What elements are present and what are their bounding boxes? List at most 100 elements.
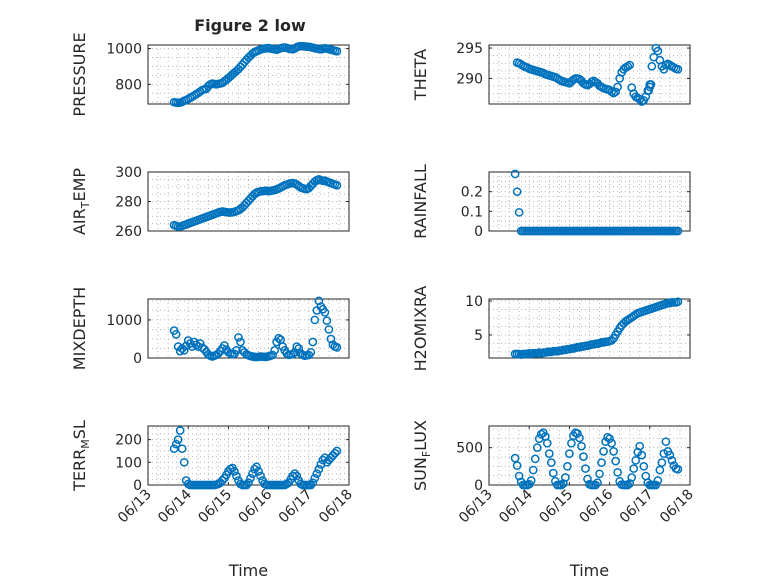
data-point-terr-msl [171,439,181,449]
y-tick-label: 300 [115,165,142,181]
axes-box [147,44,350,105]
data-point-mixdepth [320,307,330,317]
data-point-theta [613,82,622,92]
data-point-sun-flux [577,441,586,451]
y-tick-label: 500 [456,441,483,457]
data-point-sun-flux [575,433,584,443]
data-point-sun-flux [561,473,570,482]
data-point-mixdepth [294,344,304,353]
data-point-sun-flux [635,441,645,451]
y-tick-label: 0 [474,224,483,240]
data-point-air-temp [332,180,342,190]
y-axis-label: THETA [411,49,430,101]
data-point-sun-flux [611,456,620,466]
data-point-mixdepth [187,342,197,351]
data-point-terr-msl [256,471,265,481]
data-point-h2o-mixratio [673,297,683,307]
data-point-mixdepth [268,350,277,360]
data-point-rainfall [514,207,524,217]
data-point-mixdepth [236,337,245,347]
y-tick-label: 100 [115,455,142,471]
data-point-mixdepth [173,342,183,351]
data-point-mixdepth [274,333,283,343]
y-tick-label: 290 [456,71,483,87]
subplot-mixdepth: 0 1000 MIXDEPTH [70,287,350,370]
data-point-mixdepth [270,346,279,355]
data-point-terr-msl [292,471,302,481]
data-point-mixdepth [288,349,298,359]
data-point-theta [647,61,657,71]
axes-box [488,44,691,105]
y-axis-label: AIRTEMP [70,168,92,235]
data-point-sun-flux [579,452,588,461]
y-tick-label: 1000 [106,42,142,58]
data-point-sun-flux [639,461,649,471]
data-point-rainfall [512,187,522,197]
data-point-sun-flux [631,456,641,465]
y-tick-label: 260 [115,224,142,240]
data-point-sun-flux [651,480,661,490]
subplot-pressure: 800 1000 PRESSURE [70,32,350,117]
data-point-rainfall [673,226,683,236]
y-axis-label: MIXDEPTH [70,287,89,370]
data-point-terr-msl [173,435,183,444]
y-axis-label: PRESSURE [70,32,89,116]
data-point-terr-msl [252,462,261,472]
data-point-sun-flux [591,480,600,490]
data-point-sun-flux [655,465,665,475]
data-point-sun-flux [548,468,558,478]
data-point-terr-msl [254,467,263,476]
data-point-pressure [332,46,342,56]
y-tick-label: 0.1 [461,204,483,220]
data-point-h2o-mixratio [607,336,616,345]
data-point-terr-msl [306,480,316,490]
data-point-sun-flux [573,429,582,438]
figure-title: Figure 2 low [194,16,306,35]
data-point-sun-flux [599,447,608,456]
y-tick-label: 0.2 [461,185,483,201]
y-tick-label: 5 [474,328,483,344]
data-point-sun-flux [567,438,576,448]
subplot-theta: 290 295 THETA [411,41,691,106]
data-point-sun-flux [603,432,612,442]
data-point-sun-flux [623,480,633,490]
data-point-sun-flux [530,454,540,464]
y-axis-label: SUNFLUX [411,420,433,491]
data-point-sun-flux [667,456,677,465]
y-axis-label: RAINFALL [411,164,430,239]
subplot-rainfall: 0 0.1 0.2 RAINFALL [411,164,691,240]
data-point-sun-flux [510,453,520,463]
data-point-sun-flux [581,464,590,473]
data-point-sun-flux [661,437,671,447]
data-point-mixdepth [195,339,205,348]
data-point-sun-flux [637,450,647,460]
data-point-mixdepth [179,346,189,355]
data-point-terr-msl [308,478,318,488]
data-point-terr-msl [169,444,179,454]
data-point-terr-msl [312,469,322,479]
y-axis-label: H2OMIXRA [411,286,430,372]
data-point-sun-flux [609,447,618,456]
data-point-sun-flux [613,467,622,477]
data-point-mixdepth [232,346,241,355]
data-point-mixdepth [234,333,243,342]
data-point-sun-flux [544,449,554,458]
data-point-theta [653,46,663,56]
y-tick-label: 200 [115,433,142,449]
data-point-terr-msl [244,478,253,488]
y-axis-label: TERRMSL [70,420,92,492]
data-point-sun-flux [526,476,536,485]
y-tick-label: 0 [474,478,483,494]
data-point-rainfall [510,169,520,179]
y-tick-label: 295 [456,41,483,57]
data-point-terr-msl [177,444,187,454]
data-point-sun-flux [595,469,604,479]
data-point-sun-flux [653,476,663,485]
data-point-mixdepth [220,341,229,350]
data-point-terr-msl [218,476,227,485]
data-point-terr-msl [330,448,340,458]
data-point-terr-msl [179,457,189,467]
data-point-sun-flux [607,438,616,448]
data-point-sun-flux [563,461,572,471]
data-point-terr-msl [246,473,255,483]
